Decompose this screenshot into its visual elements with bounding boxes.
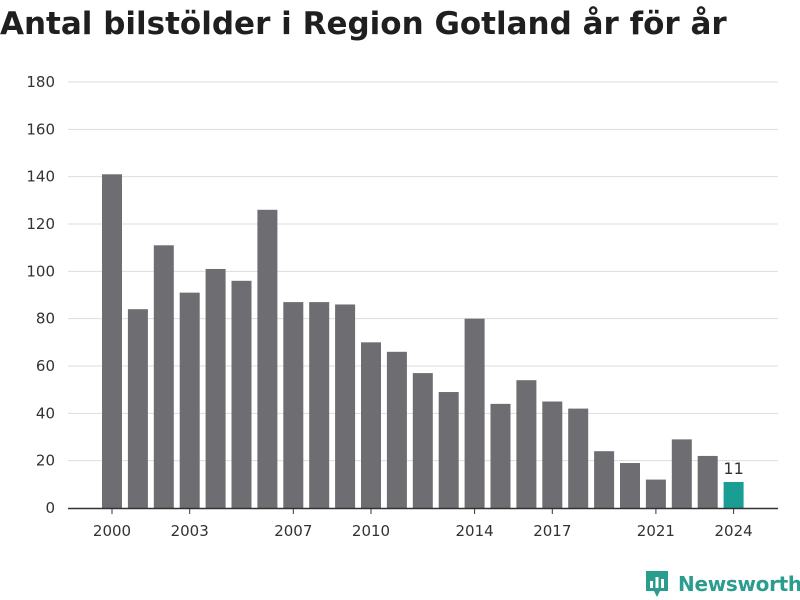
x-axis-ticks: 2000 2003 2007 2010 2014 2017 2021 2024: [93, 508, 753, 540]
bar-2003: [179, 292, 200, 508]
bar-2021: [645, 479, 666, 508]
x-tick-label: 2000: [93, 522, 131, 540]
y-tick-label: 100: [26, 262, 55, 280]
bar-2013: [438, 392, 459, 508]
y-tick-label: 160: [26, 120, 55, 138]
bar-2008: [309, 302, 330, 508]
bar-2012: [412, 373, 433, 508]
bar-chart: 0 20 40 60 80 100 120 140 160 180 2000 2003 2007 201…: [26, 73, 778, 540]
bar-2017: [542, 401, 563, 508]
x-tick-label: 2010: [352, 522, 390, 540]
x-tick-label: 2017: [533, 522, 571, 540]
bar-2020: [620, 463, 640, 508]
bar-chart-badge-icon: [646, 571, 668, 597]
x-tick-label: 2024: [715, 522, 753, 540]
highlight-value-label: 11: [723, 459, 743, 478]
x-tick-label: 2003: [171, 522, 209, 540]
x-tick-label: 2021: [637, 522, 675, 540]
bar-2002: [153, 245, 174, 509]
bar-2019: [594, 451, 615, 508]
bar-2022: [671, 439, 692, 508]
bar-2005: [231, 280, 252, 508]
bar-2018: [568, 408, 589, 508]
chart-title: Antal bilstölder i Region Gotland år för…: [0, 6, 727, 42]
bar-2011: [386, 351, 407, 508]
y-tick-label: 120: [26, 215, 55, 233]
y-tick-label: 80: [36, 310, 55, 328]
bar-2000: [102, 174, 122, 509]
bar-2007: [283, 302, 304, 508]
data-labels: 11: [723, 459, 743, 478]
y-tick-label: 40: [36, 404, 55, 422]
x-tick-label: 2014: [456, 522, 494, 540]
y-axis-ticks: 0 20 40 60 80 100 120 140 160 180: [26, 73, 55, 517]
bar-2014: [464, 318, 485, 508]
bar-2023: [697, 455, 718, 508]
bar-2009: [335, 304, 356, 508]
bar-2024: [723, 481, 744, 508]
bar-2004: [205, 268, 226, 508]
bar-2010: [361, 342, 381, 508]
bar-2006: [257, 209, 278, 509]
y-tick-label: 180: [26, 73, 55, 91]
y-tick-label: 20: [36, 452, 55, 470]
bars: [102, 174, 744, 509]
y-tick-label: 140: [26, 168, 55, 186]
x-tick-label: 2007: [274, 522, 312, 540]
logo-text: Newsworthy: [678, 572, 800, 596]
bar-2015: [490, 403, 511, 508]
y-tick-label: 60: [36, 357, 55, 375]
newsworthy-logo: Newsworthy: [644, 568, 800, 600]
bar-2001: [127, 309, 148, 508]
bar-2016: [516, 380, 537, 508]
y-tick-label: 0: [45, 499, 55, 517]
